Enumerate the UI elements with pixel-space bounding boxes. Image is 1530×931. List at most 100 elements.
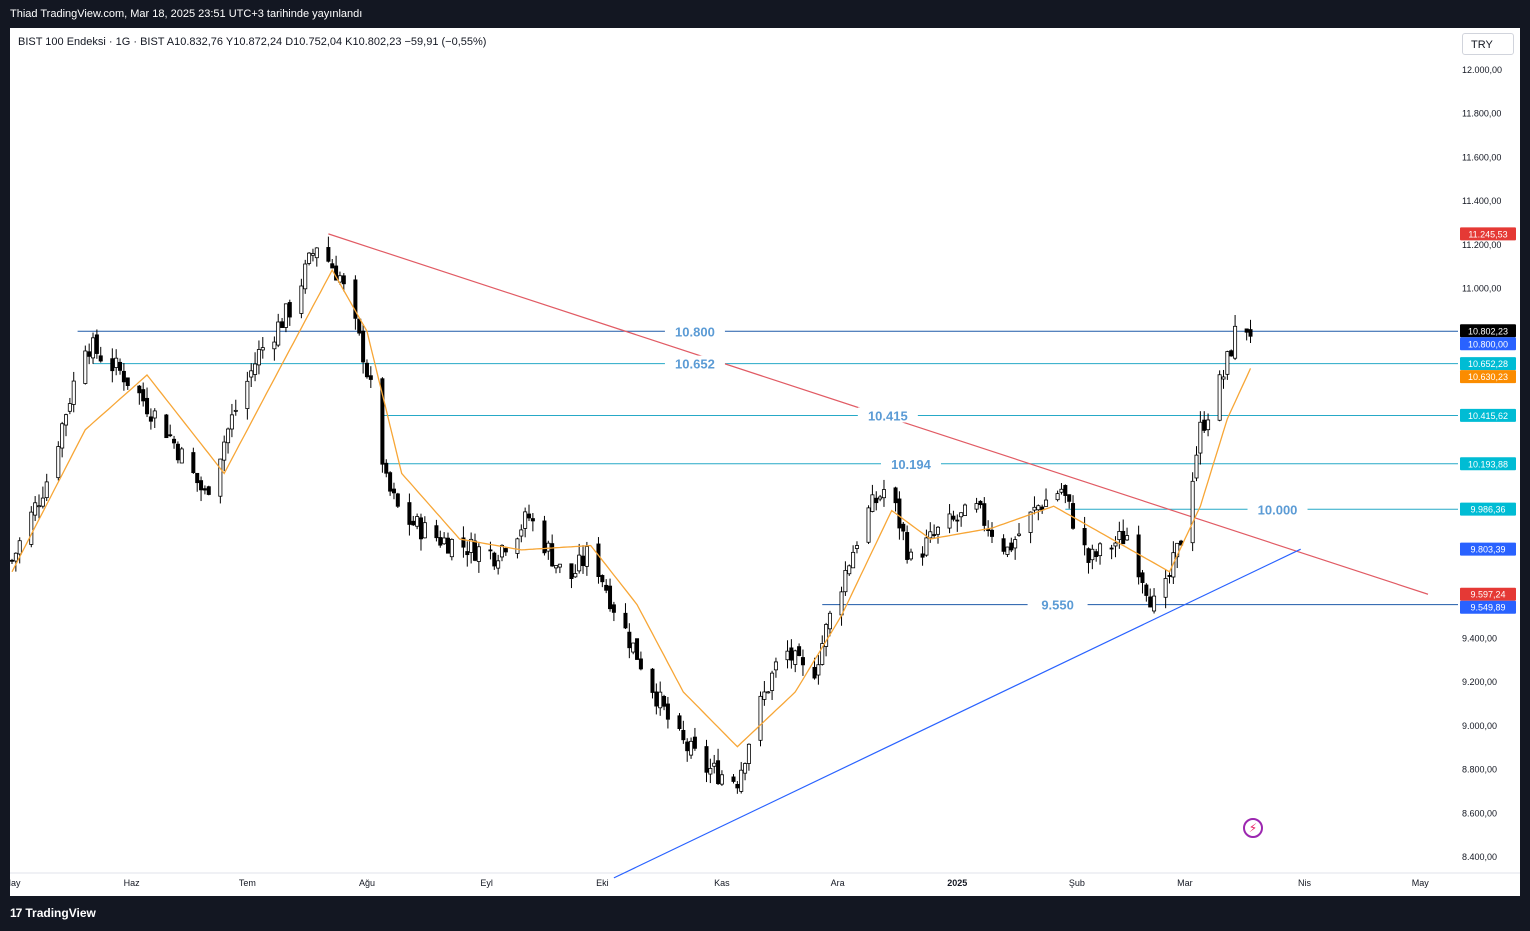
currency-badge[interactable]: TRY bbox=[1462, 33, 1514, 55]
candle-body bbox=[708, 768, 713, 775]
candle-body bbox=[422, 522, 427, 539]
candle-body bbox=[384, 462, 389, 474]
candle-body bbox=[1094, 551, 1099, 557]
x-tick-label: Şub bbox=[1069, 878, 1085, 888]
x-tick-label: 2025 bbox=[947, 878, 967, 888]
candle-body bbox=[303, 263, 308, 290]
candle-body bbox=[330, 263, 335, 269]
candle-body bbox=[893, 487, 898, 504]
candle-body bbox=[1036, 505, 1041, 511]
candle-body bbox=[110, 358, 115, 372]
candle-body bbox=[1190, 480, 1195, 544]
candle-body bbox=[94, 334, 99, 354]
candle-body bbox=[60, 423, 65, 449]
level-label-bg bbox=[1027, 596, 1088, 612]
chart-frame[interactable]: 12.000,00 11.800,00 11.600,00 11.400,00 11.2… bbox=[10, 28, 1520, 896]
x-tick-label: Ara bbox=[831, 878, 845, 888]
candle-body bbox=[932, 534, 937, 536]
candle-body bbox=[982, 503, 987, 526]
candle-body bbox=[870, 494, 875, 512]
candle-body bbox=[955, 519, 960, 522]
candle-body bbox=[866, 507, 871, 543]
x-tick-label: Ağu bbox=[359, 878, 375, 888]
candle-body bbox=[573, 573, 578, 578]
candle-body bbox=[608, 585, 613, 610]
x-tick-label: Tem bbox=[239, 878, 256, 888]
candle-body bbox=[472, 540, 477, 561]
candle-body bbox=[364, 362, 369, 378]
price-chart[interactable]: 12.000,00 11.800,00 11.600,00 11.400,00 11.2… bbox=[10, 28, 1520, 896]
level-label: 10.000 bbox=[1258, 502, 1298, 517]
candle-body bbox=[496, 560, 501, 569]
candle-body bbox=[1202, 419, 1207, 431]
candle-body bbox=[353, 279, 358, 319]
candle-body bbox=[631, 642, 636, 653]
candle-body bbox=[357, 318, 362, 334]
candle-body bbox=[523, 511, 528, 529]
candle-body bbox=[202, 488, 207, 491]
candle-body bbox=[1194, 454, 1199, 479]
x-tick-label: Eki bbox=[596, 878, 609, 888]
candle-body bbox=[785, 650, 790, 661]
candle-body bbox=[677, 715, 682, 729]
published-header: Thiad TradingView.com, Mar 18, 2025 23:5… bbox=[0, 0, 1530, 28]
candle-body bbox=[17, 540, 22, 555]
candle-body bbox=[500, 544, 505, 558]
candle-body bbox=[361, 330, 366, 363]
candle-body bbox=[569, 563, 574, 580]
candle-body bbox=[604, 584, 609, 591]
candle-body bbox=[581, 555, 586, 567]
level-label: 10.800 bbox=[675, 324, 715, 339]
candle-body bbox=[820, 643, 825, 665]
candle-body bbox=[125, 377, 130, 386]
candle-body bbox=[434, 525, 439, 539]
lightning-icon[interactable]: ⚡ bbox=[1243, 818, 1263, 838]
candle-body bbox=[233, 409, 238, 412]
candle-body bbox=[847, 565, 852, 575]
candle-body bbox=[824, 624, 829, 647]
candle-body bbox=[56, 446, 61, 479]
brand-name: TradingView bbox=[25, 906, 96, 920]
price-tag: 9.597,24 bbox=[1470, 590, 1505, 600]
candle-body bbox=[1032, 506, 1037, 511]
candle-body bbox=[577, 554, 582, 572]
candle-body bbox=[37, 505, 42, 508]
candle-body bbox=[341, 275, 346, 285]
candle-body bbox=[245, 380, 250, 409]
price-tag-bg bbox=[1460, 502, 1516, 516]
candle-body bbox=[33, 502, 38, 516]
price-tag-bg bbox=[1460, 587, 1516, 601]
candle-body bbox=[1086, 548, 1091, 563]
candle-body bbox=[307, 252, 312, 264]
candle-body bbox=[623, 612, 628, 629]
candle-body bbox=[743, 763, 748, 774]
candle-body bbox=[1148, 596, 1153, 608]
candle-body bbox=[681, 729, 686, 741]
candle-body bbox=[164, 414, 169, 439]
candle-body bbox=[1163, 578, 1168, 598]
candle-body bbox=[168, 434, 173, 437]
level-label: 10.652 bbox=[675, 357, 715, 372]
price-tag: 10.415,62 bbox=[1468, 411, 1508, 421]
tradingview-logo[interactable]: 17 TradingView bbox=[10, 906, 96, 920]
candle-body bbox=[1005, 546, 1010, 555]
candle-body bbox=[337, 275, 342, 283]
candle-body bbox=[758, 695, 763, 741]
y-tick-label: 9.000,00 bbox=[1462, 721, 1497, 731]
candle-body bbox=[986, 529, 991, 532]
y-tick-label: 8.600,00 bbox=[1462, 808, 1497, 818]
candle-body bbox=[438, 537, 443, 546]
candle-body bbox=[91, 337, 96, 359]
candle-body bbox=[326, 247, 331, 262]
candle-body bbox=[83, 350, 88, 384]
candle-body bbox=[596, 543, 601, 577]
candle-body bbox=[1098, 543, 1103, 557]
candle-body bbox=[415, 516, 420, 527]
candle-body bbox=[1028, 511, 1033, 533]
x-tick-label: Eyl bbox=[480, 878, 493, 888]
candle-body bbox=[44, 481, 49, 499]
y-tick-label: 11.800,00 bbox=[1462, 109, 1501, 119]
x-tick-label: Mar bbox=[1177, 878, 1193, 888]
candle-body bbox=[442, 537, 447, 545]
candle-body bbox=[839, 591, 844, 616]
